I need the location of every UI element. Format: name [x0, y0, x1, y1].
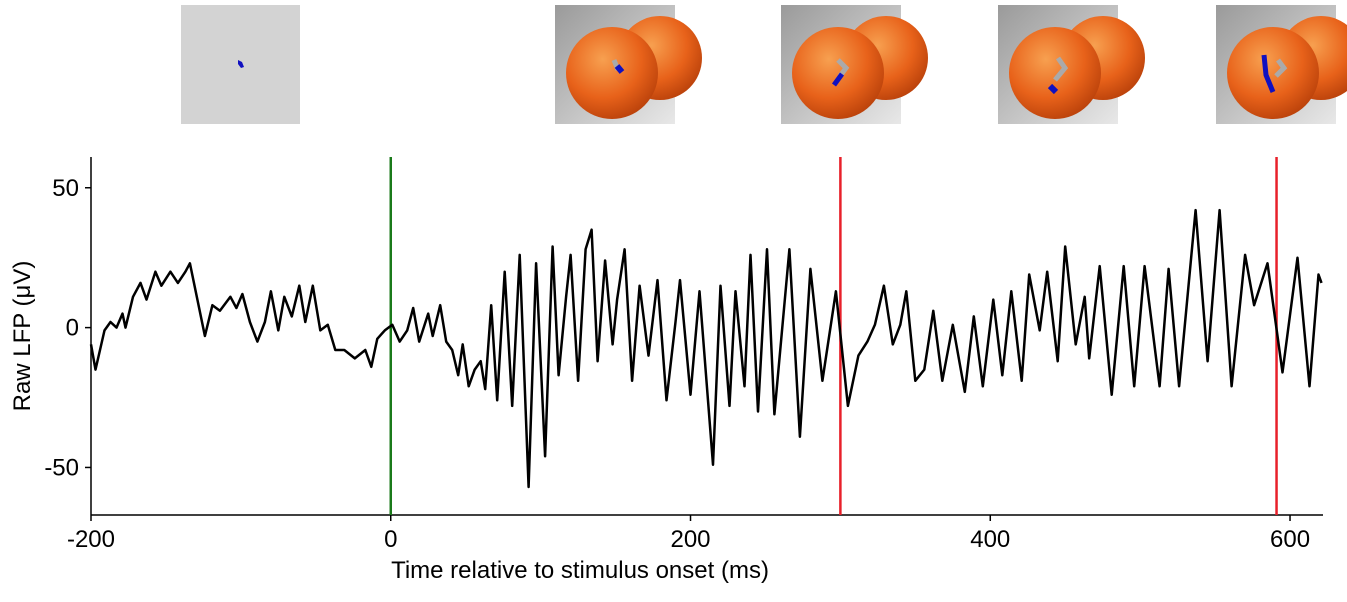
x-axis-title: Time relative to stimulus onset (ms): [391, 557, 769, 584]
y-tick-label: 50: [52, 175, 79, 202]
y-tick-label: -50: [44, 454, 79, 481]
x-tick-label: -200: [67, 526, 115, 553]
thumbnails: [181, 5, 1347, 124]
y-tick-label: 0: [66, 315, 79, 342]
eye-trace: [238, 60, 244, 68]
thumbnail-1: [555, 5, 702, 124]
thumbnail-4: [1216, 5, 1347, 124]
x-tick-label: 0: [384, 526, 397, 553]
x-tick-label: 400: [970, 526, 1010, 553]
thumbnail-2: [781, 5, 928, 124]
x-tick-label: 600: [1270, 526, 1310, 553]
y-axis-title: Raw LFP (μV): [9, 261, 36, 412]
x-tick-label: 200: [670, 526, 710, 553]
thumbnail-3: [998, 5, 1145, 124]
lfp-trace: [89, 208, 1323, 489]
